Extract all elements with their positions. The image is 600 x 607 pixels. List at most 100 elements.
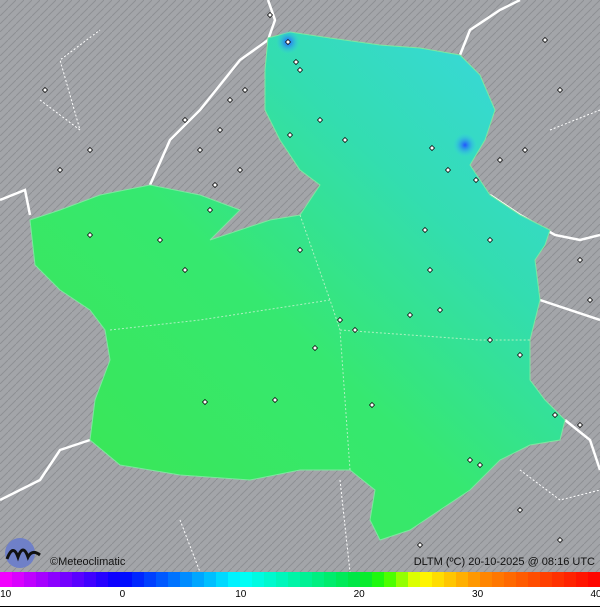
station-marker bbox=[466, 456, 474, 464]
color-scale-swatch bbox=[156, 572, 169, 587]
color-scale-swatch bbox=[264, 572, 277, 587]
color-scale-swatch bbox=[240, 572, 253, 587]
station-marker bbox=[476, 461, 484, 469]
color-scale-swatch bbox=[72, 572, 85, 587]
station-marker bbox=[336, 316, 344, 324]
station-marker bbox=[284, 38, 292, 46]
station-marker bbox=[416, 541, 424, 549]
station-marker bbox=[181, 116, 189, 124]
color-scale-ticks: -10 0 10 20 30 40 bbox=[0, 587, 600, 607]
region-castilla-la-mancha bbox=[29, 31, 566, 541]
color-scale-swatch bbox=[216, 572, 229, 587]
station-marker bbox=[41, 86, 49, 94]
station-marker bbox=[516, 351, 524, 359]
station-marker bbox=[426, 266, 434, 274]
internal-province-lines bbox=[109, 214, 530, 471]
station-marker bbox=[486, 236, 494, 244]
color-scale-swatch bbox=[312, 572, 325, 587]
color-scale-swatch bbox=[108, 572, 121, 587]
color-scale-swatch bbox=[432, 572, 445, 587]
color-scale-tick-label: 20 bbox=[353, 589, 365, 600]
color-scale-swatch bbox=[456, 572, 469, 587]
station-marker bbox=[241, 86, 249, 94]
color-scale-swatch bbox=[60, 572, 73, 587]
station-marker bbox=[86, 231, 94, 239]
color-scale-swatch bbox=[564, 572, 577, 587]
station-marker bbox=[428, 144, 436, 152]
station-markers bbox=[41, 11, 594, 549]
station-marker bbox=[421, 226, 429, 234]
color-scale-swatch bbox=[468, 572, 481, 587]
station-marker bbox=[216, 126, 224, 134]
station-marker bbox=[541, 36, 549, 44]
border-lines bbox=[0, 0, 600, 500]
station-marker bbox=[56, 166, 64, 174]
color-scale-swatch bbox=[288, 572, 301, 587]
station-marker bbox=[296, 246, 304, 254]
station-marker bbox=[266, 11, 274, 19]
station-marker bbox=[556, 536, 564, 544]
station-marker bbox=[551, 411, 559, 419]
station-marker bbox=[201, 398, 209, 406]
color-scale-swatch bbox=[36, 572, 49, 587]
station-marker bbox=[86, 146, 94, 154]
color-scale-bar bbox=[0, 572, 600, 587]
color-scale-swatch bbox=[228, 572, 241, 587]
color-scale-swatch bbox=[384, 572, 397, 587]
credit-text: ©Meteoclimatic bbox=[50, 556, 126, 568]
color-scale-swatch bbox=[336, 572, 349, 587]
color-scale-swatch bbox=[588, 572, 600, 587]
date: 20-10-2025 bbox=[468, 556, 525, 568]
station-marker bbox=[181, 266, 189, 274]
station-marker bbox=[516, 506, 524, 514]
color-scale-tick-label: -10 bbox=[0, 589, 12, 600]
color-scale-swatch bbox=[276, 572, 289, 587]
station-marker bbox=[196, 146, 204, 154]
color-scale-swatch bbox=[420, 572, 433, 587]
station-marker bbox=[521, 146, 529, 154]
color-scale-swatch bbox=[96, 572, 109, 587]
station-marker bbox=[156, 236, 164, 244]
color-scale-swatch bbox=[540, 572, 553, 587]
station-marker bbox=[296, 66, 304, 74]
station-marker bbox=[556, 86, 564, 94]
color-scale-swatch bbox=[12, 572, 25, 587]
color-scale-swatch bbox=[24, 572, 37, 587]
station-marker bbox=[316, 116, 324, 124]
color-scale-tick-label: 0 bbox=[119, 589, 126, 600]
color-scale-swatch bbox=[576, 572, 589, 587]
color-scale-swatch bbox=[504, 572, 517, 587]
station-marker bbox=[586, 296, 594, 304]
color-scale-swatch bbox=[396, 572, 409, 587]
station-marker bbox=[436, 306, 444, 314]
station-marker bbox=[311, 344, 319, 352]
station-marker bbox=[226, 96, 234, 104]
station-marker bbox=[236, 166, 244, 174]
color-scale-swatch bbox=[132, 572, 145, 587]
color-scale-tick-label: 10 bbox=[235, 589, 247, 600]
station-marker bbox=[292, 58, 300, 66]
color-scale-swatch bbox=[492, 572, 505, 587]
station-marker bbox=[341, 136, 349, 144]
station-marker bbox=[406, 311, 414, 319]
timestamp: DLTM (ºC) 20-10-2025 @ 08:16 UTC bbox=[414, 556, 595, 568]
station-marker bbox=[286, 131, 294, 139]
color-scale-swatch bbox=[180, 572, 193, 587]
color-scale-tick-label: 40 bbox=[590, 589, 600, 600]
meteoclimatic-logo bbox=[5, 538, 41, 568]
color-scale-swatch bbox=[300, 572, 313, 587]
color-scale-swatch bbox=[84, 572, 97, 587]
color-scale-swatch bbox=[516, 572, 529, 587]
time: @ 08:16 UTC bbox=[527, 556, 595, 568]
station-marker bbox=[351, 326, 359, 334]
color-scale-swatch bbox=[204, 572, 217, 587]
station-marker bbox=[486, 336, 494, 344]
color-scale-swatch bbox=[144, 572, 157, 587]
color-scale-swatch bbox=[120, 572, 133, 587]
color-scale-swatch bbox=[528, 572, 541, 587]
station-marker bbox=[576, 256, 584, 264]
color-scale-swatch bbox=[168, 572, 181, 587]
cold-spot bbox=[453, 133, 477, 157]
station-marker bbox=[496, 156, 504, 164]
